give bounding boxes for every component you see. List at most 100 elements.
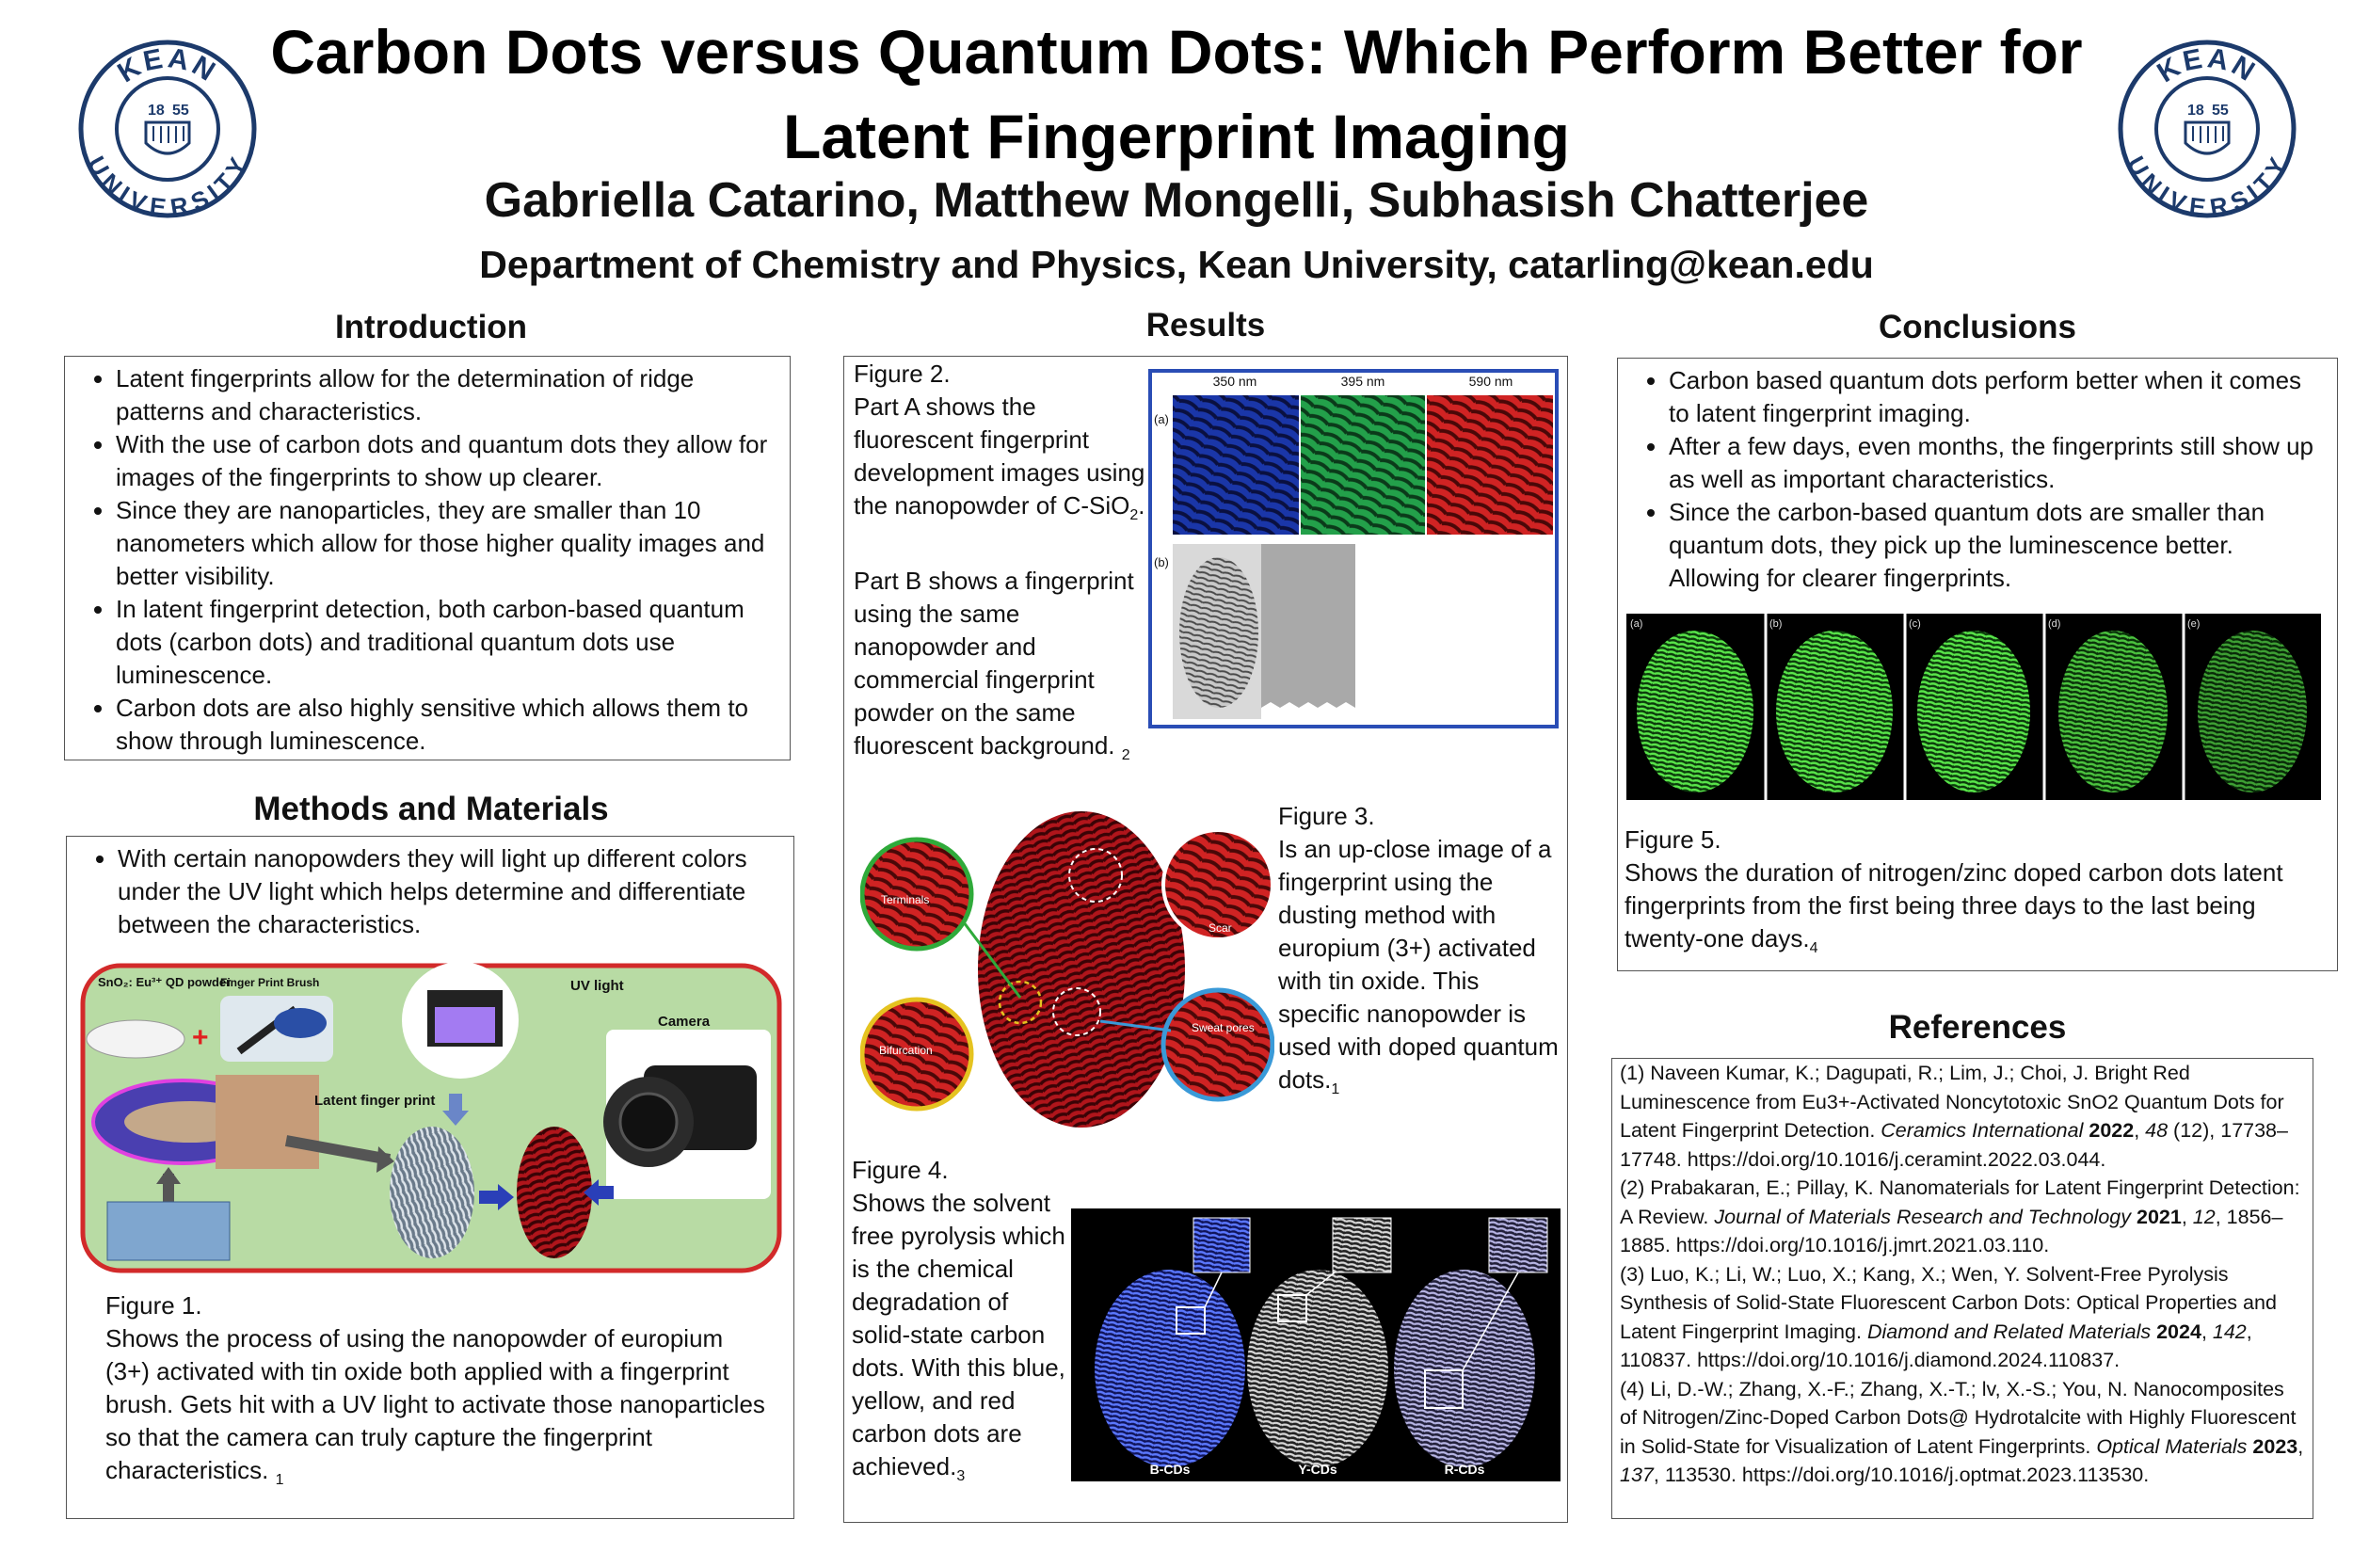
figure-2-part-b: Part B shows a fingerprint using the sam… bbox=[854, 567, 1134, 760]
conclusions-heading: Conclusions bbox=[1878, 309, 2077, 345]
introduction-box: Latent fingerprints allow for the determ… bbox=[64, 356, 791, 760]
reference-item: (4) Li, D.-W.; Zhang, X.-F.; Zhang, X.-T… bbox=[1620, 1377, 2304, 1487]
figure-2-sub: 2 bbox=[1129, 507, 1139, 524]
figure-3-caption: Figure 3. Is an up-close image of a fing… bbox=[1278, 800, 1561, 1106]
reference-volume: 137 bbox=[1620, 1464, 1654, 1486]
reference-year: 2021 bbox=[2136, 1205, 2182, 1228]
fig5-label-c: (c) bbox=[1909, 618, 1921, 630]
list-item: Carbon based quantum dots perform better… bbox=[1669, 364, 2326, 430]
bifurcation-label: Bifurcation bbox=[879, 1044, 933, 1057]
figure-4-caption: Figure 4. Shows the solvent free pyrolys… bbox=[852, 1154, 1068, 1493]
reference-volume: 12 bbox=[2192, 1205, 2216, 1228]
list-item: With the use of carbon dots and quantum … bbox=[116, 428, 778, 494]
reference-item: (1) Naveen Kumar, K.; Dagupati, R.; Lim,… bbox=[1620, 1062, 2288, 1171]
logo-year-left: 18 bbox=[148, 103, 165, 119]
references-heading: References bbox=[1888, 1009, 2067, 1046]
figure-2-ref: 2 bbox=[1121, 747, 1130, 764]
figure-5-ref: 4 bbox=[1809, 940, 1818, 957]
reference-item: (3) Luo, K.; Li, W.; Luo, X.; Kang, X.; … bbox=[1620, 1262, 2277, 1372]
figure-2-title: Figure 2. bbox=[854, 360, 951, 388]
reference-authors: (2) Prabakaran, E.; Pillay, K. Nanomater… bbox=[1620, 1176, 2300, 1228]
camera-label: Camera bbox=[658, 1014, 711, 1030]
brush-label: Finger Print Brush bbox=[220, 976, 319, 989]
figure-5-image: (a) (b) (c) (d) (e) bbox=[1626, 614, 2321, 800]
reference-journal: Journal of Materials Research and Techno… bbox=[1714, 1205, 2131, 1228]
terminals-label: Terminals bbox=[881, 893, 929, 906]
list-item: Carbon dots are also highly sensitive wh… bbox=[116, 692, 778, 758]
figure-1-title: Figure 1. bbox=[105, 1291, 202, 1320]
figure-1-caption: Figure 1. Shows the process of using the… bbox=[105, 1289, 774, 1496]
figure-2-part-a-end: . bbox=[1138, 491, 1145, 520]
fig5-label-b: (b) bbox=[1769, 618, 1782, 630]
uv-label: UV light bbox=[570, 978, 624, 994]
panel-b-label: (b) bbox=[1154, 555, 1169, 569]
authors: Gabriella Catarino, Matthew Mongelli, Su… bbox=[484, 173, 1869, 228]
fig5-label-d: (d) bbox=[2048, 618, 2060, 630]
scar-label: Scar bbox=[1209, 921, 1232, 935]
panel-a-label: (a) bbox=[1154, 412, 1169, 426]
figure-2-image: 350 nm 395 nm 590 nm (a) (b) bbox=[1148, 369, 1559, 728]
fig5-label-a: (a) bbox=[1630, 618, 1642, 630]
reference-authors: (4) Li, D.-W.; Zhang, X.-F.; Zhang, X.-T… bbox=[1620, 1377, 2297, 1458]
conclusions-list: Carbon based quantum dots perform better… bbox=[1629, 364, 2326, 595]
latent-label: Latent finger print bbox=[314, 1093, 435, 1109]
introduction-list: Latent fingerprints allow for the determ… bbox=[76, 362, 778, 758]
figure-2-caption: Figure 2. Part A shows the fluorescent f… bbox=[854, 358, 1145, 772]
kean-logo-left: KEAN UNIVERSITY 18 55 bbox=[78, 40, 257, 222]
poster-title: Carbon Dots versus Quantum Dots: Which P… bbox=[235, 9, 2118, 179]
reference-item: (2) Prabakaran, E.; Pillay, K. Nanomater… bbox=[1620, 1176, 2300, 1256]
figure-3-text: Is an up-close image of a fingerprint us… bbox=[1278, 835, 1559, 1094]
references-box: (1) Naveen Kumar, K.; Dagupati, R.; Lim,… bbox=[1611, 1058, 2313, 1519]
figure-3-image: Terminals Bifurcation Scar Sweat pores bbox=[860, 809, 1274, 1129]
figure-1-diagram: SnO₂: Eu³⁺ QD powder + Finger Print Brus… bbox=[79, 962, 783, 1274]
fig5-label-e: (e) bbox=[2187, 618, 2200, 630]
methods-list: With certain nanopowders they will light… bbox=[78, 842, 782, 941]
reference-authors: (1) Naveen Kumar, K.; Dagupati, R.; Lim,… bbox=[1620, 1062, 2284, 1142]
sweat-pores-label: Sweat pores bbox=[1192, 1021, 1255, 1034]
figure-4-image: B-CDs Y-CDs R-CDs bbox=[1071, 1208, 1561, 1481]
wavelength-350: 350 nm bbox=[1213, 374, 1257, 389]
svg-text:+: + bbox=[192, 1022, 209, 1053]
figure-5-text: Shows the duration of nitrogen/zinc dope… bbox=[1625, 858, 2283, 952]
introduction-heading: Introduction bbox=[334, 309, 528, 345]
figure-4-ref: 3 bbox=[956, 1468, 966, 1485]
methods-heading: Methods and Materials bbox=[253, 791, 609, 827]
list-item: Since they are nanoparticles, they are s… bbox=[116, 494, 778, 593]
reference-journal: Ceramics International bbox=[1881, 1119, 2084, 1142]
title-line-2: Latent Fingerprint Imaging bbox=[783, 102, 1570, 171]
figure-1-ref: 1 bbox=[275, 1472, 284, 1489]
r-cds-label: R-CDs bbox=[1445, 1462, 1485, 1477]
wavelength-590: 590 nm bbox=[1469, 374, 1513, 389]
results-heading: Results bbox=[1145, 307, 1266, 344]
figure-3-title: Figure 3. bbox=[1278, 802, 1375, 830]
reference-year: 2022 bbox=[2089, 1119, 2135, 1142]
reference-pages: , 113530. https://doi.org/10.1016/j.optm… bbox=[1653, 1464, 2150, 1486]
figure-3-ref: 1 bbox=[1331, 1081, 1340, 1098]
reference-year: 2023 bbox=[2252, 1434, 2298, 1458]
reference-volume: 48 bbox=[2145, 1119, 2169, 1142]
department: Department of Chemistry and Physics, Kea… bbox=[479, 243, 1874, 286]
title-line-1: Carbon Dots versus Quantum Dots: Which P… bbox=[270, 17, 2083, 87]
list-item: In latent fingerprint detection, both ca… bbox=[116, 593, 778, 692]
reference-pages: (12), 17738–17748. https://doi.org/10.10… bbox=[1620, 1119, 2288, 1171]
reference-journal: Optical Materials bbox=[2096, 1434, 2248, 1458]
logo-year-right: 55 bbox=[172, 103, 189, 119]
wavelength-395: 395 nm bbox=[1341, 374, 1385, 389]
reference-authors: (3) Luo, K.; Li, W.; Luo, X.; Kang, X.; … bbox=[1620, 1262, 2277, 1343]
logo-year-left: 18 bbox=[2187, 103, 2204, 119]
reference-pages: , 110837. https://doi.org/10.1016/j.diam… bbox=[1620, 1320, 2252, 1372]
reference-year: 2024 bbox=[2156, 1320, 2201, 1343]
reference-journal: Diamond and Related Materials bbox=[1866, 1320, 2152, 1343]
list-item: With certain nanopowders they will light… bbox=[118, 842, 782, 941]
figure-5-title: Figure 5. bbox=[1625, 825, 1721, 854]
reference-volume: 142 bbox=[2212, 1320, 2247, 1343]
b-cds-label: B-CDs bbox=[1150, 1462, 1191, 1477]
powder-label: SnO₂: Eu³⁺ QD powder bbox=[98, 975, 231, 989]
figure-5-caption: Figure 5. Shows the duration of nitrogen… bbox=[1625, 824, 2330, 965]
logo-year-right: 55 bbox=[2212, 103, 2229, 119]
list-item: Since the carbon-based quantum dots are … bbox=[1669, 496, 2326, 595]
kean-logo-right: KEAN UNIVERSITY 18 55 bbox=[2118, 40, 2297, 222]
figure-1-text: Shows the process of using the nanopowde… bbox=[105, 1324, 765, 1484]
figure-2-part-a: Part A shows the fluorescent fingerprint… bbox=[854, 392, 1145, 520]
figure-4-title: Figure 4. bbox=[852, 1156, 949, 1184]
